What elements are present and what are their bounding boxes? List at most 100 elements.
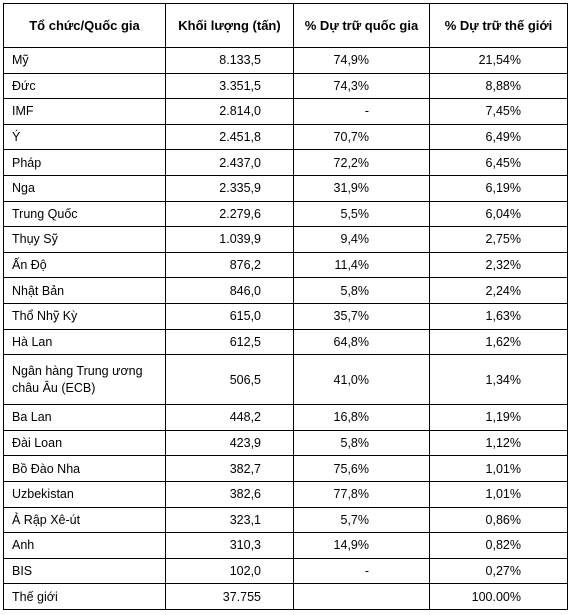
row-volume-cell: 612,5	[165, 328, 294, 356]
gold-reserves-table: Tổ chức/Quốc gia Khối lượng (tấn) % Dự t…	[3, 3, 568, 610]
row-volume-cell: 423,9	[165, 429, 294, 457]
row-name-cell: Pháp	[3, 149, 166, 176]
row-name-cell: Đức	[3, 72, 166, 100]
row-pct-national-cell: 74,9%	[293, 47, 430, 74]
row-pct-world-cell: 2,32%	[429, 251, 568, 279]
row-pct-national-cell: 72,2%	[293, 149, 430, 176]
row-pct-national-cell: 31,9%	[293, 174, 430, 202]
header-volume-tonnes: Khối lượng (tấn)	[165, 3, 294, 48]
row-name-cell: Thế giới	[3, 583, 166, 610]
row-pct-world-cell: 0,27%	[429, 557, 568, 585]
row-pct-world-cell: 1,19%	[429, 404, 568, 431]
row-name-cell: Ngân hàng Trung ương châu Âu (ECB)	[3, 354, 166, 406]
row-volume-cell: 448,2	[165, 404, 294, 431]
row-volume-cell: 382,7	[165, 455, 294, 482]
row-pct-national-cell: 70,7%	[293, 123, 430, 151]
row-name-cell: Ý	[3, 123, 166, 151]
row-pct-national-cell: 5,8%	[293, 429, 430, 457]
row-pct-national-cell: 5,5%	[293, 200, 430, 228]
row-volume-cell: 310,3	[165, 532, 294, 559]
row-pct-world-cell: 0,86%	[429, 506, 568, 534]
row-pct-national-cell: 16,8%	[293, 404, 430, 431]
row-pct-world-cell: 1,63%	[429, 302, 568, 330]
row-pct-national-cell: 14,9%	[293, 532, 430, 559]
table-row: BIS 102,0-0,27%	[3, 557, 568, 585]
row-name-cell: Nhật Bản	[3, 277, 166, 304]
row-pct-world-cell: 7,45%	[429, 98, 568, 125]
row-pct-world-cell: 21,54%	[429, 47, 568, 74]
table-row: Pháp 2.437,0 72,2% 6,45%	[3, 149, 568, 176]
table-row: Mỹ 8.133,5 74,9% 21,54%	[3, 47, 568, 74]
row-name-cell: IMF	[3, 98, 166, 125]
row-pct-world-cell: 6,19%	[429, 174, 568, 202]
row-pct-world-cell: 1,12%	[429, 429, 568, 457]
row-pct-world-cell: 1,01%	[429, 455, 568, 482]
row-pct-national-cell: 35,7%	[293, 302, 430, 330]
row-name-cell: Ấn Độ	[3, 251, 166, 279]
row-pct-national-cell: 75,6%	[293, 455, 430, 482]
row-volume-cell: 2.814,0	[165, 98, 294, 125]
row-volume-cell: 2.451,8	[165, 123, 294, 151]
row-volume-cell: 2.335,9	[165, 174, 294, 202]
row-volume-cell: 8.133,5	[165, 47, 294, 74]
row-volume-cell: 615,0	[165, 302, 294, 330]
row-pct-national-cell: 5,7%	[293, 506, 430, 534]
table-row: Trung Quốc 2.279,6 5,5% 6,04%	[3, 200, 568, 228]
row-volume-cell: 382,6	[165, 480, 294, 508]
row-name-cell: Bồ Đào Nha	[3, 455, 166, 482]
row-pct-national-cell: -	[293, 557, 430, 585]
table-row: Hà Lan 612,5 64,8% 1,62%	[3, 328, 568, 356]
table-row: Nhật Bản 846,0 5,8% 2,24%	[3, 277, 568, 304]
row-name-cell: Mỹ	[3, 47, 166, 74]
row-pct-world-cell: 6,49%	[429, 123, 568, 151]
row-name-cell: Anh	[3, 532, 166, 559]
row-name-cell: BIS	[3, 557, 166, 585]
row-pct-national-cell: 77,8%	[293, 480, 430, 508]
row-volume-cell: 506,5	[165, 354, 294, 406]
table-row: Ả Rập Xê-út 323,1 5,7% 0,86%	[3, 506, 568, 534]
row-name-cell: Thổ Nhỹ Kỳ	[3, 302, 166, 330]
row-pct-world-cell: 2,75%	[429, 226, 568, 253]
table-row: Thế giới 37.755 100.00%	[3, 583, 568, 610]
table-row: Thổ Nhỹ Kỳ 615,0 35,7% 1,63%	[3, 302, 568, 330]
row-pct-national-cell: 41,0%	[293, 354, 430, 406]
header-pct-national-reserve: % Dự trữ quốc gia	[293, 3, 430, 48]
table-row: Bồ Đào Nha 382,7 75,6% 1,01%	[3, 455, 568, 482]
table-row: Ba Lan 448,2 16,8% 1,19%	[3, 404, 568, 431]
row-name-cell: Thụy Sỹ	[3, 226, 166, 253]
row-pct-national-cell: 64,8%	[293, 328, 430, 356]
header-organization-country: Tổ chức/Quốc gia	[3, 3, 166, 48]
row-volume-cell: 846,0	[165, 277, 294, 304]
row-volume-cell: 102,0	[165, 557, 294, 585]
row-volume-cell: 2.437,0	[165, 149, 294, 176]
table-row: Ý 2.451,8 70,7% 6,49%	[3, 123, 568, 151]
table-row: Ngân hàng Trung ương châu Âu (ECB) 506,5 4…	[3, 354, 568, 406]
row-name-cell: Ba Lan	[3, 404, 166, 431]
row-pct-national-cell: -	[293, 98, 430, 125]
row-name-cell: Ả Rập Xê-út	[3, 506, 166, 534]
row-name-cell: Trung Quốc	[3, 200, 166, 228]
row-pct-world-cell: 1,62%	[429, 328, 568, 356]
row-pct-world-cell: 8,88%	[429, 72, 568, 100]
row-pct-world-cell: 1,01%	[429, 480, 568, 508]
table-header-row: Tổ chức/Quốc gia Khối lượng (tấn) % Dự t…	[3, 3, 568, 48]
row-volume-cell: 1.039,9	[165, 226, 294, 253]
row-pct-national-cell: 5,8%	[293, 277, 430, 304]
table-row: Nga 2.335,9 31,9% 6,19%	[3, 174, 568, 202]
table-row: IMF 2.814,0-7,45%	[3, 98, 568, 125]
row-pct-world-cell: 100.00%	[429, 583, 568, 610]
table-row: Thụy Sỹ 1.039,9 9,4% 2,75%	[3, 226, 568, 253]
row-pct-national-cell	[293, 583, 430, 610]
row-name-cell: Uzbekistan	[3, 480, 166, 508]
table-row: Uzbekistan 382,6 77,8% 1,01%	[3, 480, 568, 508]
row-pct-world-cell: 0,82%	[429, 532, 568, 559]
row-volume-cell: 323,1	[165, 506, 294, 534]
table-row: Anh 310,3 14,9% 0,82%	[3, 532, 568, 559]
row-pct-world-cell: 6,45%	[429, 149, 568, 176]
row-name-cell: Đài Loan	[3, 429, 166, 457]
row-volume-cell: 2.279,6	[165, 200, 294, 228]
table-body: Mỹ 8.133,5 74,9% 21,54% Đức 3.351,5 74,3% 8,88%…	[3, 47, 568, 610]
row-pct-world-cell: 2,24%	[429, 277, 568, 304]
row-pct-world-cell: 1,34%	[429, 354, 568, 406]
